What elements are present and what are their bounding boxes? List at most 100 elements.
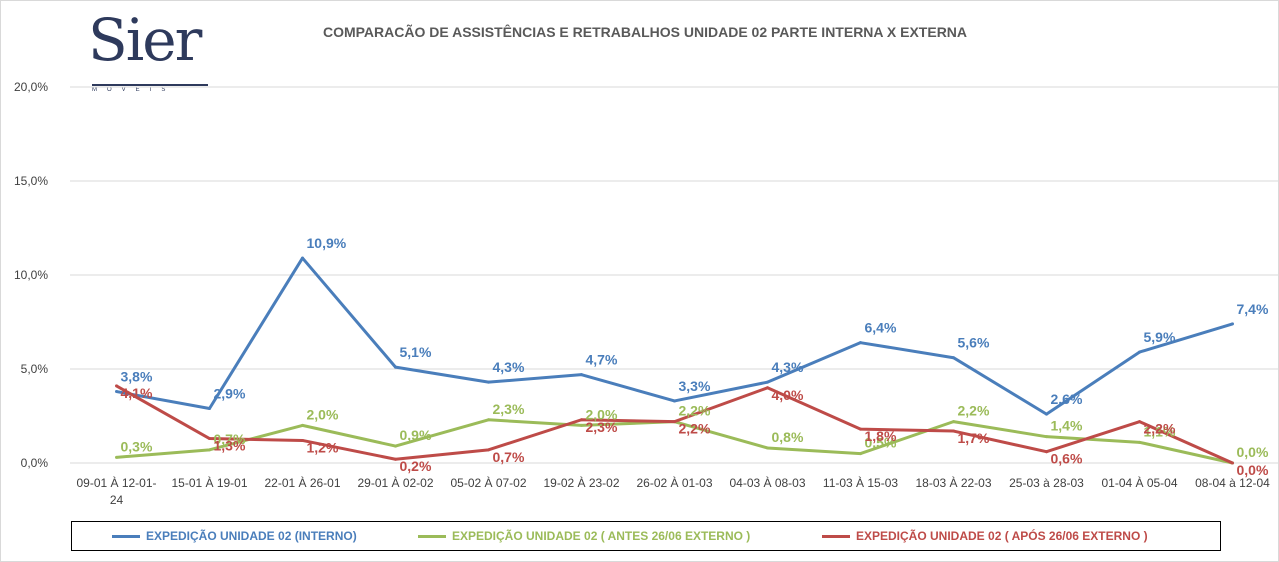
data-label-apos: 2,3% [586, 419, 618, 435]
data-point-antes [952, 420, 955, 424]
data-point-antes [580, 423, 583, 427]
data-labels: 3,8% 2,9% 10,9% 5,1% 4,3% 4,7% 3,3% 4,3% 6,4% 5,6… [121, 235, 1269, 478]
data-label-interno: 3,8% [121, 369, 153, 385]
data-label-interno: 4,3% [772, 359, 804, 375]
x-tick-label: 18-03 À 22-03 [915, 475, 991, 490]
data-label-antes: 1,1% [1144, 423, 1176, 439]
data-point-apos [859, 427, 862, 431]
chart-legend: EXPEDIÇÃO UNIDADE 02 (INTERNO) EXPEDIÇÃO… [71, 521, 1221, 551]
logo-underline [92, 84, 208, 86]
data-label-apos: 2,2% [679, 421, 711, 437]
data-label-interno: 5,1% [400, 344, 432, 360]
data-label-antes: 2,0% [307, 406, 339, 422]
gridlines [70, 86, 1279, 464]
data-label-antes: 2,2% [958, 403, 990, 419]
data-point-interno [580, 373, 583, 377]
data-label-antes: 2,2% [679, 403, 711, 419]
data-point-interno [115, 390, 118, 394]
data-point-apos [487, 448, 490, 452]
data-label-apos: 0,0% [1237, 462, 1269, 478]
x-tick-label: 25-03 à 28-03 [1009, 476, 1084, 490]
x-tick-label: 09-01 À 12-01-24 [76, 475, 156, 507]
data-point-interno [1138, 350, 1141, 354]
legend-swatch-apos [822, 534, 850, 538]
data-point-interno [1045, 412, 1048, 416]
data-point-apos [1138, 420, 1141, 424]
data-label-interno: 10,9% [307, 235, 347, 251]
data-point-apos [208, 437, 211, 441]
x-tick-label: 15-01 À 19-01 [171, 475, 247, 490]
data-label-interno: 3,3% [679, 378, 711, 394]
y-tick-label: 0,0% [21, 456, 49, 470]
data-point-interno [859, 341, 862, 345]
data-point-interno [673, 399, 676, 403]
x-tick-label: 11-03 À 15-03 [823, 475, 898, 490]
data-point-apos [115, 384, 118, 388]
logo-subtext: MÓVEIS [92, 87, 176, 93]
data-label-antes: 2,3% [493, 401, 525, 417]
legend-item-interno: EXPEDIÇÃO UNIDADE 02 (INTERNO) [112, 522, 357, 550]
data-point-apos [766, 386, 769, 390]
x-tick-label: 05-02 À 07-02 [450, 475, 526, 490]
data-label-apos: 0,6% [1051, 451, 1083, 467]
data-point-antes [208, 448, 211, 452]
data-point-antes [766, 446, 769, 450]
data-label-interno: 5,9% [1144, 329, 1176, 345]
data-label-apos: 4,0% [772, 387, 804, 403]
data-label-interno: 2,9% [214, 385, 246, 401]
data-point-interno [301, 256, 304, 260]
data-label-apos: 1,7% [958, 430, 990, 446]
data-point-interno [766, 380, 769, 384]
data-point-antes [115, 455, 118, 459]
data-label-apos: 0,2% [400, 458, 432, 474]
axis-labels: 0,0% 5,0% 10,0% 15,0% 20,0% 09-01 À 12-01-24 1… [14, 80, 1270, 507]
data-label-antes: 0,5% [865, 435, 897, 451]
y-tick-label: 15,0% [14, 174, 48, 188]
logo-wordmark: Sier [88, 6, 202, 74]
data-label-antes: 0,0% [1237, 444, 1269, 460]
data-label-apos: 1,2% [307, 439, 339, 455]
x-tick-label: 08-04 à 12-04 [1195, 476, 1270, 490]
legend-label-interno: EXPEDIÇÃO UNIDADE 02 (INTERNO) [146, 529, 357, 543]
data-label-interno: 7,4% [1237, 301, 1269, 317]
legend-label-antes: EXPEDIÇÃO UNIDADE 02 ( ANTES 26/06 EXTER… [452, 529, 751, 543]
data-label-antes: 0,7% [214, 431, 246, 447]
data-label-antes: 1,4% [1051, 418, 1083, 434]
data-point-interno [952, 356, 955, 360]
data-label-antes: 0,9% [400, 427, 432, 443]
data-label-apos: 2,2% [1144, 421, 1176, 437]
y-tick-label: 5,0% [21, 362, 49, 376]
legend-label-apos: EXPEDIÇÃO UNIDADE 02 ( APÓS 26/06 EXTERN… [856, 529, 1148, 543]
data-point-antes [1045, 435, 1048, 439]
legend-item-antes: EXPEDIÇÃO UNIDADE 02 ( ANTES 26/06 EXTER… [418, 522, 750, 550]
legend-item-apos: EXPEDIÇÃO UNIDADE 02 ( APÓS 26/06 EXTERN… [822, 522, 1148, 550]
x-tick-label: 01-04 À 05-04 [1101, 475, 1177, 490]
data-point-apos [673, 420, 676, 424]
data-label-interno: 5,6% [958, 335, 990, 351]
data-point-interno [208, 406, 211, 410]
data-label-antes: 0,3% [121, 438, 153, 454]
y-tick-label: 10,0% [14, 268, 48, 282]
data-label-apos: 0,7% [493, 449, 525, 465]
data-point-interno [394, 365, 397, 369]
line-chart: 0,0% 5,0% 10,0% 15,0% 20,0% 09-01 À 12-01-24 1… [14, 80, 1279, 507]
data-label-apos: 1,3% [214, 438, 246, 454]
data-label-interno: 2,6% [1051, 391, 1083, 407]
data-point-apos [1231, 461, 1234, 465]
x-tick-label: 22-01 À 26-01 [264, 475, 340, 490]
data-point-interno [1231, 322, 1234, 326]
data-point-interno [487, 380, 490, 384]
legend-swatch-interno [112, 534, 140, 538]
x-tick-label: 04-03 À 08-03 [729, 475, 805, 490]
data-point-antes [859, 452, 862, 456]
data-label-apos: 4,1% [121, 385, 153, 401]
data-point-antes [1138, 440, 1141, 444]
x-tick-label: 26-02 À 01-03 [636, 475, 712, 490]
data-point-apos [301, 438, 304, 442]
x-tick-label: 19-02 À 23-02 [543, 475, 619, 490]
sier-logo: Sier MÓVEIS [88, 6, 218, 93]
data-point-antes [487, 418, 490, 422]
data-point-antes [394, 444, 397, 448]
legend-swatch-antes [418, 534, 446, 538]
chart-title: COMPARACÃO DE ASSISTÊNCIAS E RETRABALHOS… [322, 24, 968, 40]
